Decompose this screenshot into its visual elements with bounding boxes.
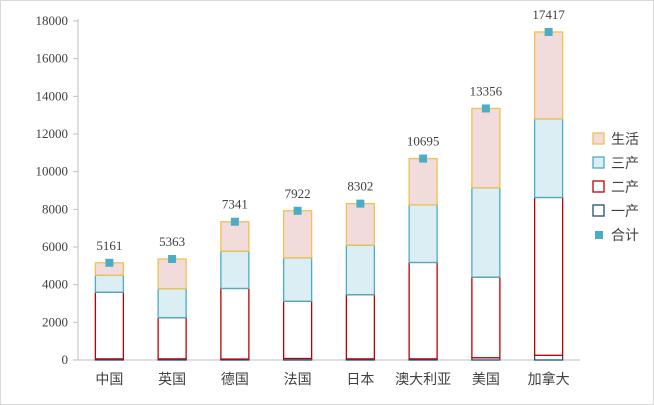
total-label: 5161 — [96, 238, 122, 253]
y-tick-label: 6000 — [42, 239, 68, 254]
bar-segment-二产 — [471, 276, 501, 359]
total-marker — [419, 154, 428, 163]
bar-segment-生活 — [282, 210, 313, 259]
x-tick-label: 法国 — [284, 372, 312, 388]
bar-segment-二产 — [220, 287, 250, 360]
x-tick-label: 日本 — [346, 372, 374, 388]
bar-segment-二产 — [157, 316, 187, 360]
bar-segment-一产 — [533, 354, 564, 361]
bar-segment-生活 — [345, 202, 376, 246]
y-tick-label: 18000 — [36, 13, 69, 28]
x-tick-label: 加拿大 — [528, 371, 570, 388]
bar-segment-三产 — [471, 187, 501, 278]
bar-segment-三产 — [345, 244, 376, 296]
bar-segment-生活 — [471, 107, 501, 189]
bar-segment-二产 — [282, 300, 313, 360]
y-tick-label: 4000 — [42, 277, 68, 292]
y-axis: 0 2000 4000 6000 8000 10000 12000 14000 16000 180… — [36, 13, 79, 367]
total-marker — [544, 27, 553, 36]
y-tick-label: 2000 — [42, 314, 68, 329]
total-label: 5363 — [159, 234, 185, 249]
legend-label: 二产 — [611, 180, 639, 196]
legend-label: 三产 — [611, 156, 639, 172]
total-label: 13356 — [470, 83, 503, 98]
y-tick-label: 8000 — [42, 201, 68, 216]
total-label: 7341 — [222, 197, 248, 212]
bar-segment-三产 — [157, 287, 187, 319]
y-tick-label: 16000 — [36, 51, 69, 66]
legend-label: 合计 — [611, 228, 639, 244]
total-marker — [105, 258, 114, 267]
legend-swatch-生活 — [592, 132, 605, 145]
legend-swatch-一产 — [592, 204, 605, 217]
x-tick-label: 美国 — [472, 372, 500, 388]
y-tick-label: 14000 — [36, 88, 69, 103]
bar-segment-生活 — [408, 157, 438, 206]
total-label: 17417 — [532, 7, 565, 22]
bar-segment-生活 — [157, 258, 187, 290]
x-tick-label: 中国 — [95, 372, 123, 388]
legend-swatch-total — [595, 231, 603, 239]
bar-segment-三产 — [220, 250, 250, 290]
bar-segment-二产 — [408, 261, 438, 360]
x-tick-label: 澳大利亚 — [395, 372, 451, 388]
bar-segment-三产 — [94, 274, 125, 293]
legend-label: 一产 — [611, 204, 639, 220]
total-marker — [230, 217, 239, 226]
x-tick-label: 德国 — [221, 372, 249, 388]
total-label: 10695 — [407, 134, 440, 149]
y-tick-label: 0 — [62, 352, 69, 367]
bar-segment-二产 — [94, 291, 125, 360]
x-axis: 中国 英国 德国 法国 日本 澳大利亚 美国 加拿大 — [78, 359, 580, 388]
bar-segment-生活 — [533, 31, 564, 120]
total-marker — [168, 254, 177, 263]
total-marker — [356, 199, 365, 208]
legend-swatch-三产 — [592, 156, 605, 169]
legend-label: 生活 — [611, 132, 639, 148]
bar-segment-二产 — [345, 293, 376, 360]
total-marker — [481, 104, 490, 113]
bar-segment-三产 — [533, 118, 564, 199]
bar-stacks — [94, 31, 564, 361]
total-label: 7922 — [285, 186, 311, 201]
x-tick-label: 英国 — [158, 371, 186, 388]
total-label: 8302 — [347, 179, 373, 194]
y-tick-label: 10000 — [36, 164, 69, 179]
bar-segment-生活 — [220, 221, 250, 252]
legend-swatch-二产 — [592, 180, 605, 193]
y-tick-label: 12000 — [36, 126, 69, 141]
bar-segment-二产 — [533, 196, 564, 356]
total-markers: 5161 5363 7341 7922 8302 10695 13356 17417 — [96, 7, 565, 267]
bar-segment-三产 — [282, 257, 313, 302]
bar-segment-三产 — [408, 204, 438, 264]
total-marker — [293, 206, 302, 215]
